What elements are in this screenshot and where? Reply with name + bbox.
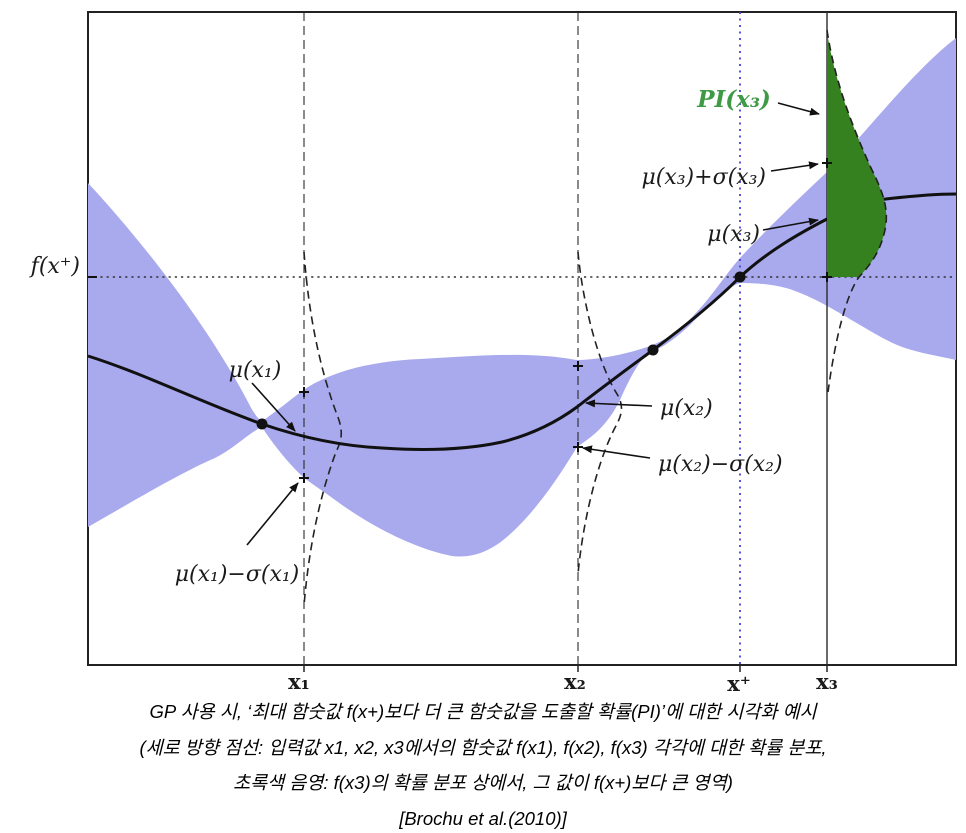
x3-mu-plus-sigma-mark [822,158,832,168]
pi-green-region [827,32,887,277]
pi-x3-label: PI(x₃) [696,86,771,113]
mu-x1-arrow [251,382,296,432]
mu-x3-label: μ(x₃) [707,222,760,247]
mu-x1-minus-sigma-arrow [246,482,299,546]
figure-caption: GP 사용 시, ‘최대 함숫값 f(x+)보다 더 큰 함숫값을 도출할 확률… [0,694,966,833]
mu-x2-minus-sigma-arrow [582,445,651,459]
mu-x3-plus-sigma-arrow [770,161,819,172]
caption-line-1: GP 사용 시, ‘최대 함숫값 f(x+)보다 더 큰 함숫값을 도출할 확률… [149,701,817,722]
x1-mu-plus-sigma-mark [299,387,309,397]
x1-tick-label: x₁ [288,669,310,694]
x1-mu-minus-sigma-mark [299,473,309,483]
mu-x3-plus-sigma-label: μ(x₃)+σ(x₃) [641,165,766,190]
pi-x3-arrow [777,102,820,116]
plot-border [87,11,957,666]
x2-tick-label: x₂ [564,669,586,694]
observation-dot-1 [256,418,268,430]
x2-mu-plus-sigma-mark [573,361,583,371]
mu-x1-minus-sigma-label: μ(x₁)−σ(x₁) [175,562,300,587]
caption-citation: [Brochu et al.(2010)] [399,807,567,829]
observation-dot-incumbent [734,271,746,283]
mu-x2-arrow [585,399,653,408]
x2-mu-minus-sigma-mark [573,442,583,452]
observation-dot-2 [647,344,659,356]
mu-x1-label: μ(x₁) [229,358,282,383]
xplus-tick-label: x⁺ [727,671,751,696]
mu-x2-label: μ(x₂) [660,396,713,421]
f-xplus-label: f(x⁺) [29,254,80,279]
x3-f-xplus-mark [822,272,832,282]
x2-distribution-curve [577,251,623,575]
confidence-band [88,38,956,557]
mu-x2-minus-sigma-label: μ(x₂)−σ(x₂) [658,452,783,477]
gp-pi-plot: f(x⁺) μ(x₁) μ(x₁)−σ(x₁) μ(x₂) μ(x₂)−σ(x₂… [29,11,957,696]
caption-line-2: (세로 방향 점선: 입력값 x1, x2, x3에서의 함숫값 f(x1), … [139,736,827,758]
x3-tick-label: x₃ [816,669,838,694]
x3-distribution-curve [826,29,888,393]
x1-distribution-curve [303,251,343,607]
mu-x3-arrow [762,217,819,231]
caption-line-3: 초록색 음영: f(x3)의 확률 분포 상에서, 그 값이 f(x+)보다 큰… [233,772,733,793]
